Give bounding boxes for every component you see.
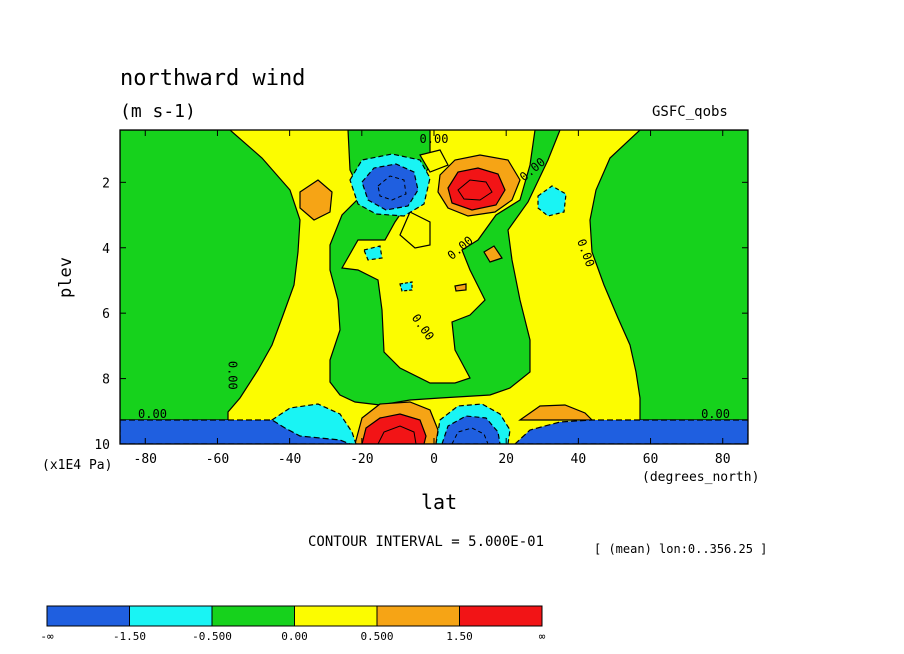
contour-label: 0.00 <box>420 132 449 146</box>
colorbar-swatch <box>46 605 130 627</box>
x-tick-label: -80 <box>134 452 157 467</box>
x-axis-units: (degrees_north) <box>642 470 760 485</box>
x-axis-ticks: -80 -60 -40 -20 0 20 40 60 80 <box>134 130 731 467</box>
contour-label: 0.00 <box>138 407 167 421</box>
colorbar-label: -1.50 <box>113 630 146 643</box>
x-axis-label: lat <box>421 490 458 514</box>
fill-level-neg1.5-to-neg0.5-mid <box>363 245 383 261</box>
fill-level-0.5-to-1.5-mid-dot <box>454 283 467 292</box>
y-tick-label: 4 <box>102 242 110 257</box>
fill-level-0.5-to-1.5-mid-blob <box>483 245 503 263</box>
contour-label: 0.00 <box>225 361 239 390</box>
x-tick-label: 20 <box>498 452 514 467</box>
contour-plot-area <box>120 130 748 444</box>
fill-level-0-to-0.5-island-b <box>419 149 449 173</box>
fill-level-0-to-0.5-island-a <box>399 211 431 249</box>
x-tick-label: -40 <box>278 452 301 467</box>
colorbar-swatch <box>211 605 295 627</box>
colorbar: -∞ -1.50 -0.500 0.00 0.500 1.50 ∞ <box>40 605 546 643</box>
contour-label: 0.00 <box>701 407 730 421</box>
colorbar-swatch <box>459 605 543 627</box>
fill-level-0.5-to-1.5-surface-right <box>518 404 594 421</box>
colorbar-swatch <box>129 605 213 627</box>
contour-inner-red-surface <box>377 425 417 444</box>
contour-interval-text: CONTOUR INTERVAL = 5.000E-01 <box>308 534 545 550</box>
fill-level-neg1.5-to-neg0.5-small-right <box>537 185 567 217</box>
y-axis-units: (x1E4 Pa) <box>42 458 113 473</box>
fill-level-neg0.5-to-0-south <box>120 130 301 421</box>
colorbar-label: -0.500 <box>192 630 232 643</box>
colorbar-label: 1.50 <box>446 630 473 643</box>
y-tick-label: 2 <box>102 176 110 191</box>
contour-inner-blue-surface <box>451 427 489 444</box>
x-tick-label: 0 <box>430 452 438 467</box>
fill-level-neg0.5-to-0-north <box>589 130 748 421</box>
fill-level-neg1.5-to-neg0.5-dot <box>399 281 413 292</box>
fill-level-lt-neg1.5-surface-band-north <box>514 419 748 444</box>
colorbar-label: 0.00 <box>281 630 308 643</box>
chart-title: northward wind <box>120 66 306 91</box>
y-tick-label: 10 <box>94 438 110 453</box>
colorbar-label: ∞ <box>539 630 546 643</box>
colorbar-swatch <box>376 605 460 627</box>
dataset-label: GSFC_qobs <box>652 104 728 120</box>
colorbar-swatch <box>294 605 378 627</box>
fill-level-lt-neg1.5-upper <box>361 163 419 211</box>
contour-inner-blue-upper <box>377 175 407 201</box>
y-tick-label: 6 <box>102 307 110 322</box>
mean-text: [ (mean) lon:0..356.25 ] <box>594 542 768 556</box>
chart-subtitle: (m s-1) <box>120 101 196 122</box>
x-tick-label: -20 <box>350 452 373 467</box>
fill-level-gt1.5-upper <box>447 167 506 211</box>
x-tick-label: 80 <box>715 452 731 467</box>
y-axis-ticks: 2 4 6 8 10 <box>94 176 748 453</box>
colorbar-label: 0.500 <box>360 630 393 643</box>
x-tick-label: 60 <box>643 452 659 467</box>
fill-level-lt-neg1.5-surface-band-south <box>120 419 351 444</box>
fill-level-0.5-to-1.5-upper-left-small <box>299 179 333 221</box>
x-tick-label: 40 <box>571 452 587 467</box>
x-tick-label: -60 <box>206 452 229 467</box>
colorbar-label: -∞ <box>40 630 54 643</box>
contour-inner-red-upper <box>457 179 493 201</box>
y-tick-label: 8 <box>102 373 110 388</box>
fill-level-gt1.5-surface <box>361 413 427 444</box>
